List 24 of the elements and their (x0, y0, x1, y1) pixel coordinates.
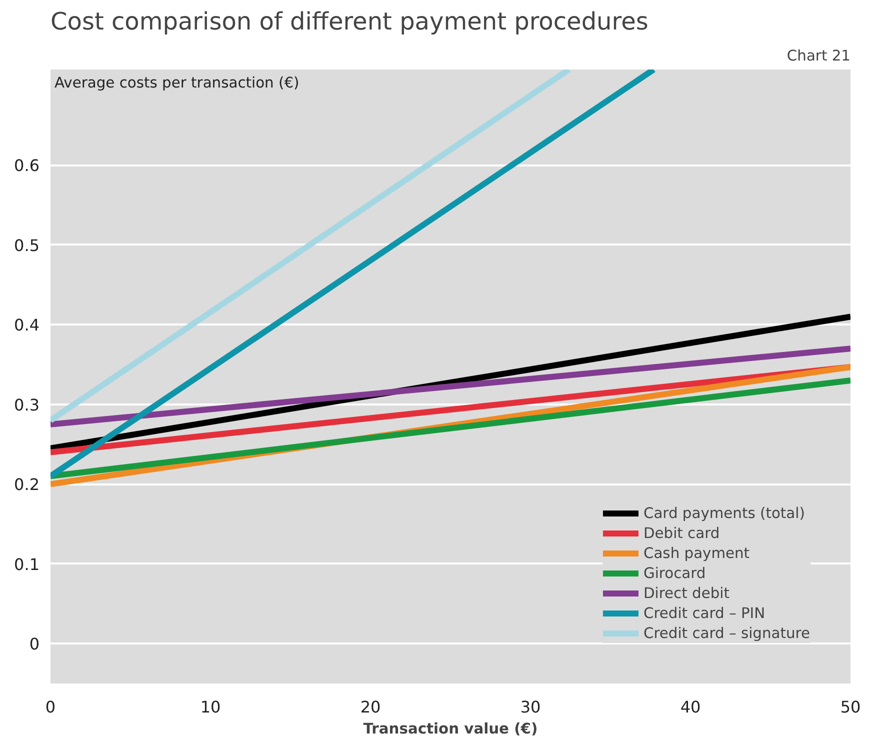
legend-label: Debit card (643, 524, 720, 542)
chart-title: Cost comparison of different payment procedures (50, 8, 648, 36)
legend-label: Credit card – PIN (643, 604, 766, 622)
y-tick-label: 0.5 (14, 236, 40, 255)
legend-label: Card payments (total) (643, 504, 805, 522)
x-tick-label: 40 (680, 698, 701, 716)
legend-label: Girocard (643, 564, 706, 582)
x-tick-label: 50 (840, 698, 861, 716)
x-tick-label: 20 (360, 698, 381, 716)
y-tick-label: 0 (29, 634, 40, 654)
y-tick-label: 0.6 (14, 156, 40, 176)
x-tick-label: 10 (200, 698, 221, 716)
x-axis-title: Transaction value (€) (363, 720, 538, 738)
y-axis-title: Average costs per transaction (€) (54, 74, 300, 92)
x-tick-label: 30 (520, 698, 541, 716)
y-tick-label: 0.1 (14, 554, 40, 574)
legend-label: Credit card – signature (643, 624, 810, 642)
caption: Chart 21 (786, 48, 851, 64)
x-tick-label: 0 (45, 698, 56, 716)
y-tick-label: 0.2 (14, 475, 40, 494)
y-tick-label: 0.4 (14, 316, 40, 335)
legend-label: Cash payment (643, 544, 750, 562)
legend-label: Direct debit (643, 584, 730, 602)
y-tick-label: 0.3 (14, 395, 40, 414)
